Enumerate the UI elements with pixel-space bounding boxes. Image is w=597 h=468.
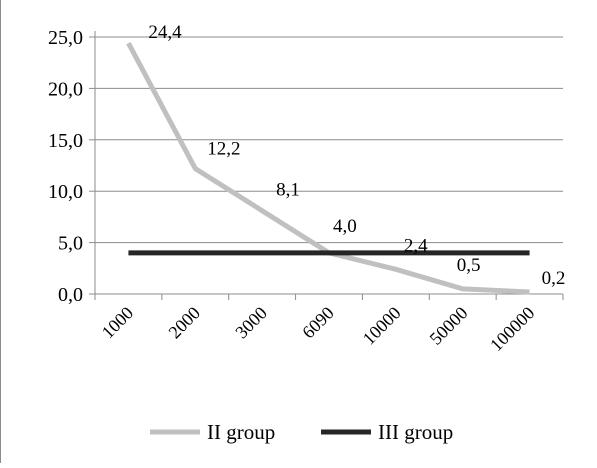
legend-label: II group [207, 420, 275, 444]
data-label: 4,0 [333, 216, 357, 237]
y-tick-label: 25,0 [48, 27, 83, 49]
x-axis-ticks: 1000 2000 3000 6090 10000 50000 100000 [98, 303, 539, 355]
x-tick-label: 100000 [486, 303, 538, 355]
data-labels: 24,4 12,2 8,1 4,0 2,4 0,5 0,2 [148, 22, 565, 289]
legend: II group III group [150, 420, 453, 444]
data-label: 0,2 [542, 268, 566, 289]
y-tick-label: 15,0 [48, 130, 83, 152]
x-tick-label: 1000 [98, 303, 138, 343]
y-tick-label: 20,0 [48, 78, 83, 100]
x-tick-label: 2000 [165, 303, 205, 343]
series-lines [126, 41, 530, 295]
x-tick-label: 10000 [359, 303, 405, 349]
data-label: 8,1 [276, 180, 300, 201]
y-tick-label: 0,0 [58, 284, 83, 306]
data-label: 24,4 [148, 22, 182, 43]
data-label: 2,4 [404, 235, 428, 256]
x-tick-label: 3000 [231, 303, 271, 343]
legend-label: III group [378, 420, 453, 444]
x-tick-label: 50000 [426, 303, 472, 349]
y-tick-label: 10,0 [48, 181, 83, 203]
x-tick-label: 6090 [298, 303, 338, 343]
data-label: 0,5 [457, 255, 481, 276]
data-label: 12,2 [207, 139, 240, 160]
y-tick-label: 5,0 [58, 233, 83, 255]
y-axis-ticks: 0,0 5,0 10,0 15,0 20,0 25,0 [48, 27, 83, 306]
grid-lines [95, 36, 563, 244]
axes [89, 31, 564, 300]
